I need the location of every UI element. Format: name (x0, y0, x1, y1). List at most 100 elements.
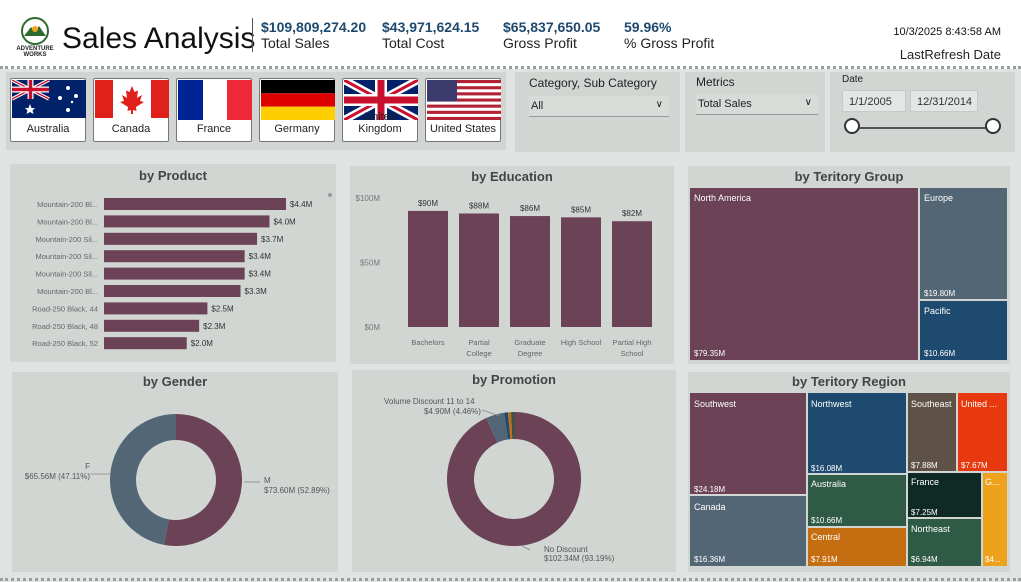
tile-value: $79.35M (694, 349, 725, 358)
education-bar[interactable] (510, 216, 550, 327)
bar-value-label: $86M (520, 204, 540, 213)
slice-name-label: No Discount (544, 545, 588, 554)
country-label: United Kingdom (358, 111, 402, 135)
country-button-united-kingdom[interactable]: United Kingdom (342, 78, 418, 142)
chart-title: by Education (471, 169, 553, 184)
treemap-tile-central[interactable] (808, 528, 906, 566)
kpi-gross-profit: $65,837,650.05 Gross Profit (503, 19, 601, 51)
bottom-divider (0, 578, 1021, 581)
treemap-tile-northwest[interactable] (808, 393, 906, 473)
treemap-tile-north-america[interactable] (690, 188, 918, 360)
tile-value: $19.80M (924, 289, 955, 298)
by-territory-group-chart[interactable]: by Teritory Group North America $79.35M … (688, 166, 1010, 364)
united-kingdom-flag-icon (344, 80, 418, 120)
end-date-input[interactable]: 12/31/2014 (910, 90, 978, 112)
last-refresh-label: LastRefresh Date (899, 47, 1001, 62)
treemap-tile-pacific[interactable] (920, 301, 1007, 360)
country-label: Canada (111, 123, 151, 135)
country-label: France (196, 123, 232, 135)
country-button-germany[interactable]: Germany (259, 78, 335, 142)
tile-label: Australia (811, 479, 846, 489)
x-tick-label: Degree (518, 349, 543, 358)
country-slicer: Australia Canada France Germany (6, 72, 506, 150)
canada-flag-icon (95, 80, 169, 118)
by-promotion-chart[interactable]: by Promotion Volume Discount 11 to 14 $4.… (352, 370, 676, 572)
donut-slice[interactable] (446, 412, 581, 546)
bar-category-label: Mountain-200 Sil... (35, 235, 98, 244)
country-button-australia[interactable]: Australia (10, 78, 86, 142)
product-bar[interactable] (104, 250, 245, 263)
date-range-end-handle[interactable] (985, 118, 1001, 134)
leader-line (521, 545, 531, 551)
slice-value-label: $4.90M (4.46%) (424, 407, 481, 416)
treemap-tile-france[interactable] (908, 473, 981, 517)
report-header: ADVENTURE WORKS Sales Analysis $109,809,… (0, 0, 1021, 69)
education-bar[interactable] (408, 210, 448, 327)
bar-value-label: $4.4M (290, 200, 313, 209)
product-bar[interactable] (104, 198, 286, 210)
kpi-total-cost: $43,971,624.15 Total Cost (382, 19, 480, 51)
product-bar[interactable] (104, 232, 258, 245)
donut-slice[interactable] (109, 414, 176, 545)
bar-category-label: Mountain-200 Bl... (37, 200, 98, 209)
bar-value-label: $88M (469, 201, 489, 210)
product-bar[interactable] (104, 337, 187, 350)
united-states-flag-icon (427, 80, 501, 120)
product-bar[interactable] (104, 319, 200, 332)
treemap-tile-germany[interactable] (983, 473, 1007, 566)
education-bar[interactable] (612, 221, 652, 327)
product-bar[interactable] (104, 285, 241, 297)
category-slicer-title: Category, Sub Category (529, 76, 657, 90)
bar-category-label: Road-250 Black, 44 (32, 304, 98, 313)
bar-value-label: $2.0M (191, 339, 214, 348)
treemap-tile-europe[interactable] (920, 188, 1007, 299)
category-dropdown[interactable]: All ∨ (529, 96, 669, 117)
education-bar[interactable] (561, 217, 601, 327)
country-button-france[interactable]: France (176, 78, 252, 142)
product-bar[interactable] (104, 302, 208, 315)
tile-label: Northeast (911, 524, 951, 534)
chart-title: by Gender (142, 374, 208, 389)
treemap-tile-united-kingdom[interactable] (958, 393, 1007, 471)
metrics-dropdown[interactable]: Total Sales ∨ (696, 94, 818, 115)
kpi-total-sales: $109,809,274.20 Total Sales (261, 19, 367, 51)
start-date-input[interactable]: 1/1/2005 (842, 90, 906, 112)
territory-group-treemap: North America $79.35M Europe $19.80M Pac… (690, 188, 1007, 360)
x-tick-label: Graduate (514, 338, 545, 347)
country-button-united-states[interactable]: United States (425, 78, 501, 142)
by-education-chart[interactable]: by Education $0M $50M $100M $90M Bachelors $8… (350, 166, 674, 364)
france-flag-icon (178, 80, 252, 120)
product-bar[interactable] (104, 267, 245, 280)
tile-value: $16.36M (694, 555, 725, 564)
promotion-donut-svg: Volume Discount 11 to 14$4.90M (4.46%) No… (384, 397, 615, 563)
bar-value-label: $3.7M (261, 235, 284, 244)
by-gender-chart[interactable]: by Gender F $65.56M (47.11%) M $73.60M (52.… (12, 372, 338, 572)
treemap-tile-southeast[interactable] (908, 393, 956, 471)
x-tick-label: College (466, 349, 491, 358)
tile-label: G... (985, 477, 1000, 487)
slice-name-label: Volume Discount 11 to 14 (384, 397, 475, 406)
education-bar[interactable] (459, 213, 499, 327)
by-territory-region-chart[interactable]: by Teritory Region Southwest $24.18M Can… (688, 372, 1010, 572)
bar-category-label: Mountain-200 Bl... (37, 287, 98, 296)
metrics-slicer-title: Metrics (696, 75, 735, 89)
tile-label: Northwest (811, 399, 852, 409)
country-button-canada[interactable]: Canada (93, 78, 169, 142)
by-product-chart[interactable]: by Product Mountain-200 Bl... $4.4M Mounta… (10, 164, 336, 362)
donut-slice[interactable] (507, 412, 513, 440)
donut-slice[interactable] (164, 414, 242, 546)
kpi-gross-profit-percent: 59.96% % Gross Profit (624, 19, 715, 51)
date-range-track (853, 127, 994, 129)
bar-value-label: $3.4M (249, 252, 272, 261)
donut-slice[interactable] (511, 412, 514, 440)
treemap-tile-southwest[interactable] (690, 393, 806, 494)
treemap-tile-northeast[interactable] (908, 519, 981, 566)
treemap-tile-canada[interactable] (690, 496, 806, 566)
product-bar[interactable] (104, 215, 270, 228)
donut-slice[interactable] (504, 412, 511, 440)
y-tick-label: $0M (364, 323, 380, 332)
date-range-start-handle[interactable] (844, 118, 860, 134)
chevron-down-icon: ∨ (804, 97, 812, 108)
treemap-tile-australia[interactable] (808, 475, 906, 526)
donut-slice[interactable] (486, 412, 509, 443)
